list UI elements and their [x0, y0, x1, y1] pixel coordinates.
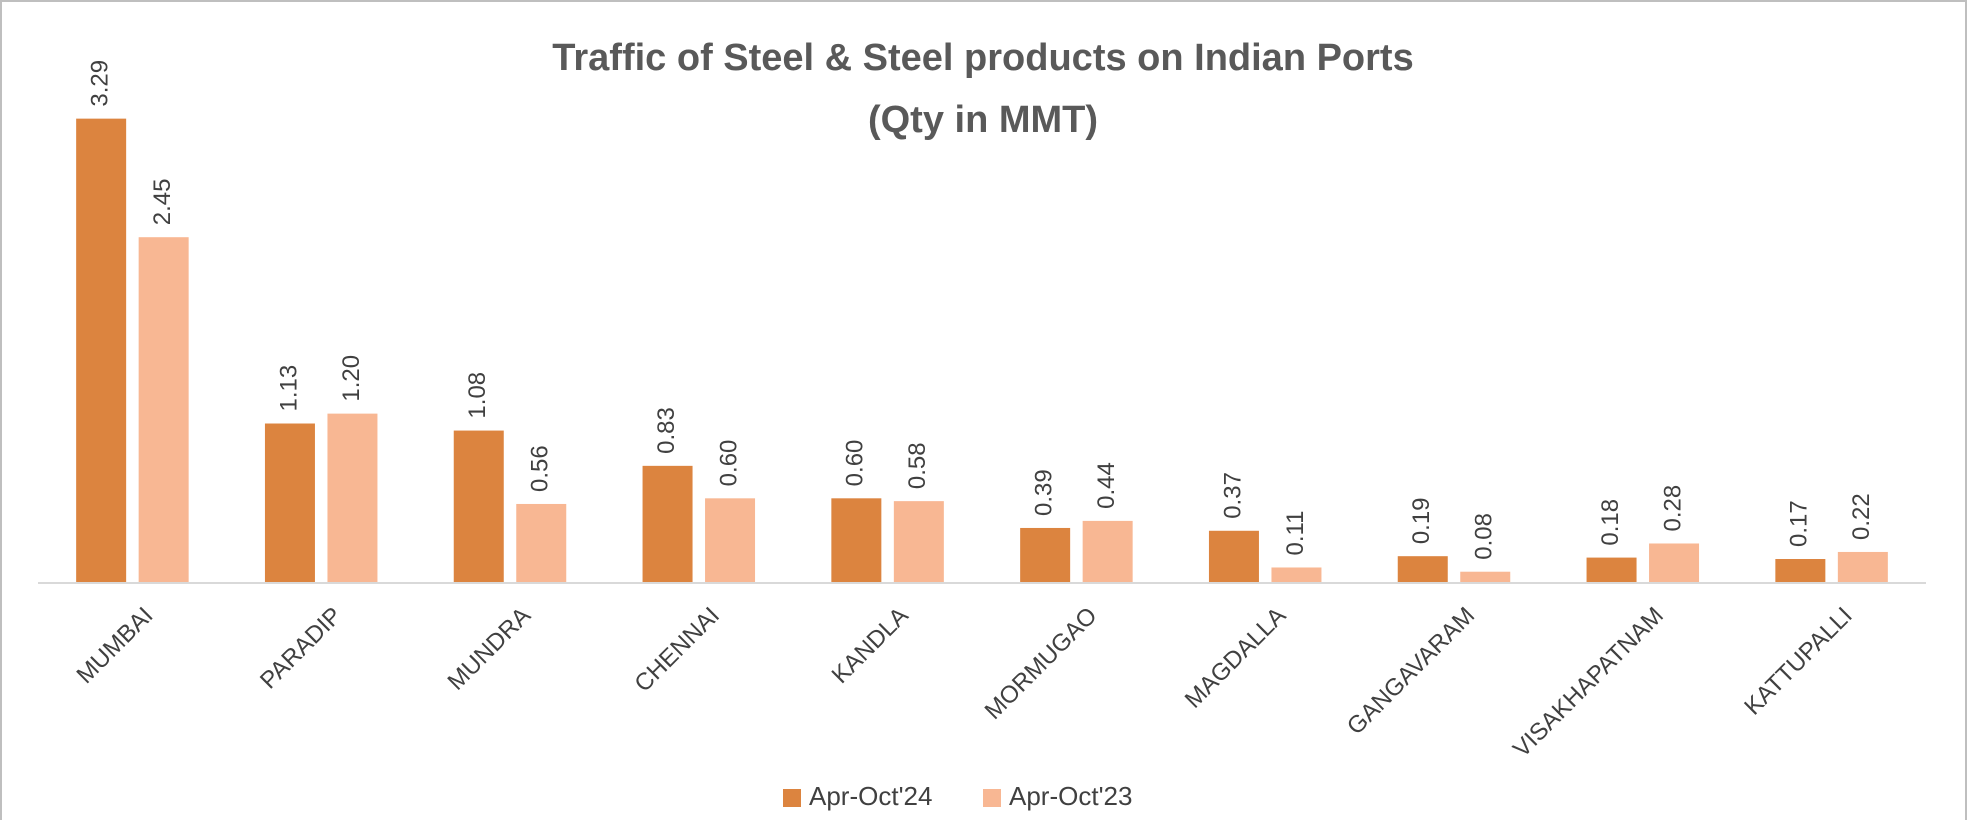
bar	[1397, 556, 1448, 583]
data-label: 0.39	[1030, 469, 1057, 516]
bar	[831, 498, 882, 583]
data-label: 0.19	[1408, 497, 1435, 544]
bar	[1020, 527, 1071, 583]
data-label: 1.13	[275, 365, 302, 412]
bar	[893, 501, 944, 583]
bar	[1082, 520, 1133, 583]
data-label: 0.17	[1786, 500, 1813, 547]
bar	[1775, 559, 1826, 583]
chart-title: Traffic of Steel & Steel products on Ind…	[552, 37, 1413, 79]
data-label: 0.58	[904, 442, 931, 489]
data-label: 0.83	[653, 407, 680, 454]
data-label: 1.20	[338, 355, 365, 402]
bar	[264, 423, 315, 583]
data-label: 0.08	[1471, 513, 1498, 560]
bar	[1208, 530, 1259, 583]
bar	[453, 430, 504, 583]
data-label: 0.60	[842, 440, 869, 487]
bar	[516, 503, 567, 583]
data-label: 0.18	[1597, 499, 1624, 546]
data-label: 3.29	[86, 60, 113, 107]
bar	[1649, 543, 1700, 583]
data-label: 0.28	[1659, 485, 1686, 532]
data-label: 0.56	[527, 445, 554, 492]
data-label: 0.37	[1219, 472, 1246, 519]
bar	[76, 118, 127, 583]
data-label: 0.44	[1093, 462, 1120, 509]
bar	[1271, 567, 1322, 583]
bar	[1586, 557, 1637, 583]
bar	[327, 413, 378, 583]
data-label: 0.22	[1848, 493, 1875, 540]
data-label: 2.45	[149, 178, 176, 225]
legend-label: Apr-Oct'23	[1009, 781, 1132, 811]
data-label: 0.60	[715, 440, 742, 487]
bar	[1460, 571, 1511, 583]
legend-swatch	[783, 789, 801, 807]
data-label: 1.08	[464, 372, 491, 419]
chart-subtitle: (Qty in MMT)	[868, 99, 1098, 141]
legend-swatch	[983, 789, 1001, 807]
legend-label: Apr-Oct'24	[809, 781, 932, 811]
data-label: 0.11	[1282, 511, 1309, 556]
bar	[705, 498, 756, 583]
bar	[1837, 551, 1888, 583]
bar	[138, 237, 189, 583]
bar	[642, 465, 693, 583]
